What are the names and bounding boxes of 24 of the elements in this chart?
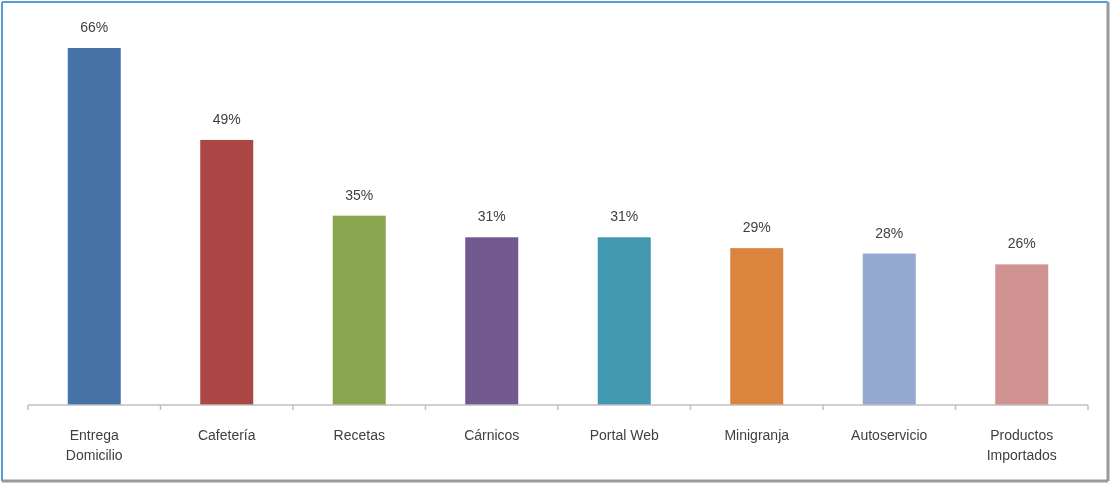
data-label: 31%: [477, 208, 506, 225]
data-label: 28%: [875, 224, 904, 241]
bar: [465, 237, 519, 405]
bar: [332, 215, 386, 405]
x-tick-label: Recetas: [333, 427, 385, 443]
x-tick-label: Cafetería: [197, 427, 256, 443]
data-label: 29%: [742, 219, 771, 236]
bar: [730, 248, 784, 405]
data-label: 31%: [610, 208, 639, 225]
x-tick-label: Minigranja: [724, 427, 790, 443]
bar: [995, 264, 1049, 405]
bar: [597, 237, 651, 405]
x-tick-label: Productos Importados: [986, 427, 1057, 463]
bar: [200, 139, 254, 405]
data-label: 49%: [212, 110, 241, 127]
data-label: 26%: [1007, 235, 1036, 252]
x-tick-label: Portal Web: [589, 427, 659, 443]
bar: [67, 48, 121, 405]
x-tick-label: Entrega Domicilio: [65, 427, 123, 463]
bar: [862, 253, 916, 405]
data-label: 35%: [345, 186, 374, 203]
data-label: 66%: [80, 19, 109, 35]
x-tick-label: Autoservicio: [851, 427, 928, 443]
x-tick-label: Cárnicos: [464, 427, 520, 443]
